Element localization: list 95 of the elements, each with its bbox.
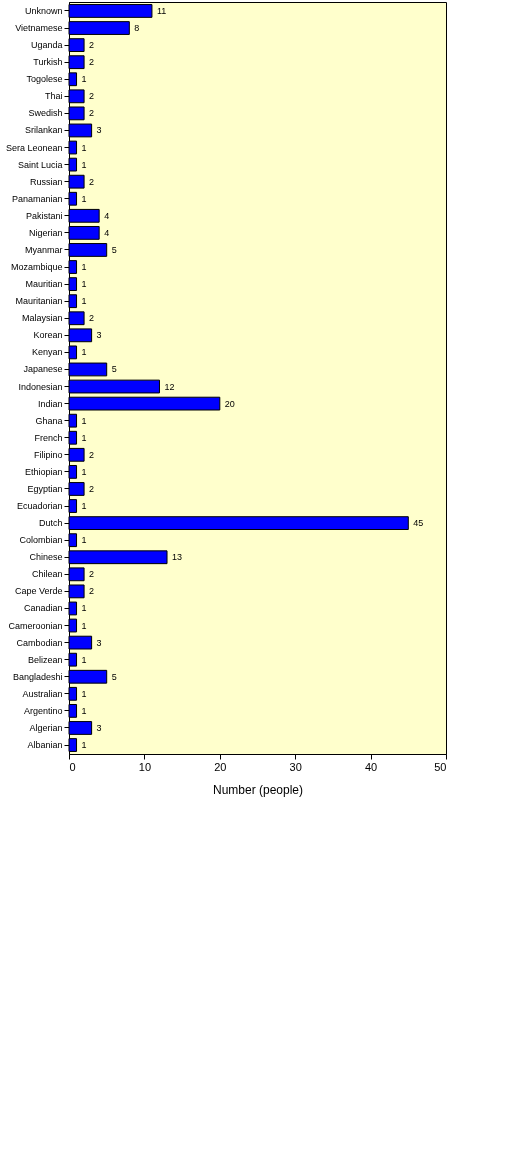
data-label: 1 xyxy=(81,620,87,631)
data-label: 3 xyxy=(96,125,102,136)
data-label: 20 xyxy=(224,398,235,409)
y-tick-label: Nigerian xyxy=(28,227,63,238)
data-label: 2 xyxy=(89,313,95,324)
data-label: 11 xyxy=(156,5,167,16)
data-label: 3 xyxy=(96,330,102,341)
y-tick-label: Japanese xyxy=(23,364,63,375)
y-tick-label: Ethiopian xyxy=(24,466,63,477)
y-tick-label: Mauritanian xyxy=(15,296,63,307)
y-tick-label: Korean xyxy=(33,330,63,341)
y-tick-label: Argentino xyxy=(23,705,63,716)
data-label: 1 xyxy=(81,74,87,85)
y-tick-label: Colombian xyxy=(19,535,63,546)
y-tick-label: Indonesian xyxy=(18,381,63,392)
data-label: 1 xyxy=(81,740,87,751)
y-tick-label: Uganda xyxy=(30,40,63,51)
y-tick-label: Cameroonian xyxy=(8,620,63,631)
y-tick-label: Dutch xyxy=(38,518,63,529)
data-label: 2 xyxy=(89,40,95,51)
y-tick-label: Kenyan xyxy=(31,347,63,358)
data-label: 2 xyxy=(89,176,95,187)
x-tick-label: 0 xyxy=(69,760,76,773)
y-tick-label: Filipino xyxy=(33,449,63,460)
data-label: 1 xyxy=(81,296,87,307)
x-tick-label: 10 xyxy=(138,760,152,773)
data-label: 1 xyxy=(81,654,87,665)
data-label: 12 xyxy=(164,381,175,392)
data-label: 1 xyxy=(81,159,87,170)
y-tick-label: Algerian xyxy=(29,722,63,733)
data-label: 2 xyxy=(89,483,95,494)
data-label: 1 xyxy=(81,347,87,358)
x-tick-label: 30 xyxy=(289,760,302,773)
y-tick-label: Cape Verde xyxy=(14,586,63,597)
data-label: 1 xyxy=(81,279,87,290)
data-label: 2 xyxy=(89,586,95,597)
y-tick-label: Sera Leonean xyxy=(5,142,63,153)
y-tick-label: Chilean xyxy=(31,569,63,580)
y-tick-label: Canadian xyxy=(23,603,63,614)
y-tick-label: Vietnamese xyxy=(15,23,63,34)
data-label: 1 xyxy=(81,415,87,426)
data-label: 5 xyxy=(111,671,117,682)
y-tick-label: Saint Lucia xyxy=(17,159,63,170)
data-label: 2 xyxy=(89,57,95,68)
y-tick-label: Panamanian xyxy=(11,193,63,204)
y-tick-label: Albanian xyxy=(27,740,63,751)
data-label: 4 xyxy=(104,210,110,221)
data-label: 3 xyxy=(96,722,102,733)
y-tick-label: Egyptian xyxy=(27,483,63,494)
data-label: 1 xyxy=(81,432,87,443)
data-label: 2 xyxy=(89,108,95,119)
data-label: 5 xyxy=(111,364,117,375)
data-label: 45 xyxy=(413,518,424,529)
data-label: 2 xyxy=(89,449,95,460)
data-label: 1 xyxy=(81,535,87,546)
data-label: 1 xyxy=(81,688,87,699)
y-tick-label: Unknown xyxy=(24,5,63,16)
data-label: 2 xyxy=(89,569,95,580)
x-tick-label: 50 xyxy=(434,760,447,773)
y-tick-label: Mauritian xyxy=(25,279,63,290)
data-label: 3 xyxy=(96,637,102,648)
data-label: 5 xyxy=(111,244,117,255)
y-tick-label: Swedish xyxy=(28,108,63,119)
data-label: 4 xyxy=(104,227,110,238)
y-tick-label: Bangladeshi xyxy=(12,671,63,682)
y-tick-label: Cambodian xyxy=(16,637,63,648)
x-tick-label: 20 xyxy=(214,760,227,773)
y-tick-label: Chinese xyxy=(29,552,63,563)
y-tick-label: Srilankan xyxy=(24,125,63,136)
data-label: 1 xyxy=(81,262,87,273)
y-tick-label: Pakistani xyxy=(25,210,63,221)
x-tick-label: 40 xyxy=(364,760,378,773)
y-tick-label: French xyxy=(34,432,63,443)
y-tick-label: Russian xyxy=(29,176,63,187)
y-tick-label: Ghana xyxy=(35,415,63,426)
data-label: 1 xyxy=(81,193,87,204)
y-tick-label: Thai xyxy=(44,91,63,102)
data-label: 2 xyxy=(89,91,95,102)
y-tick-label: Malaysian xyxy=(21,313,63,324)
data-label: 1 xyxy=(81,603,87,614)
data-label: 8 xyxy=(134,23,140,34)
y-tick-label: Turkish xyxy=(33,57,63,68)
data-label: 1 xyxy=(81,466,87,477)
data-label: 1 xyxy=(81,501,87,512)
y-tick-label: Togolese xyxy=(26,74,63,85)
y-tick-label: Australian xyxy=(22,688,63,699)
y-tick-label: Myanmar xyxy=(24,244,63,255)
y-tick-label: Belizean xyxy=(27,654,63,665)
y-tick-label: Indian xyxy=(37,398,63,409)
data-label: 13 xyxy=(172,552,183,563)
data-label: 1 xyxy=(81,142,87,153)
y-tick-label: Ecuadorian xyxy=(16,501,63,512)
y-tick-label: Mozambique xyxy=(10,262,63,273)
data-label: 1 xyxy=(81,705,87,716)
x-axis-title: Number (people) xyxy=(212,782,304,797)
